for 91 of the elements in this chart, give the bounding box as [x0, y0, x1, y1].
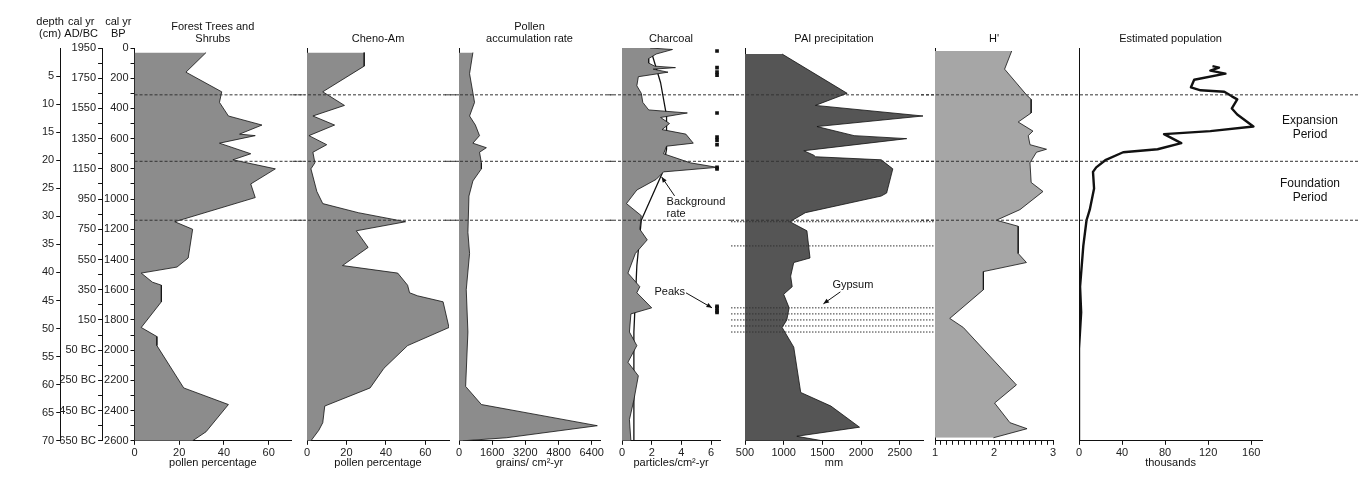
- x-tick-label: 0: [131, 446, 138, 459]
- x-tick-label: 40: [379, 446, 393, 459]
- y-axis-title: cal yr BP: [105, 14, 132, 39]
- y3-tick-label: 40: [41, 265, 55, 278]
- x-tick-label: 20: [340, 446, 353, 459]
- y2-tick-label: 1750: [71, 71, 97, 84]
- chart-title: H': [988, 31, 1000, 44]
- chart-title: PAI precipitation: [794, 31, 874, 44]
- x-tick-label: 60: [419, 446, 432, 459]
- y2-tick-label: 150: [77, 312, 97, 325]
- text: Expansion Period: [1281, 113, 1339, 142]
- y2-tick-label: 450 BC: [59, 403, 97, 416]
- y2-tick-label: 1550: [71, 101, 97, 114]
- y-tick-label: 0: [122, 41, 129, 54]
- y2-tick-label: 350: [77, 282, 97, 295]
- y3-tick-label: 35: [41, 237, 55, 250]
- y3-tick-label: 65: [41, 405, 55, 418]
- y2-axis-title: cal yr AD/BC: [64, 14, 99, 39]
- y-tick-label: 2400: [104, 403, 129, 416]
- x-tick-label: 1500: [810, 446, 835, 459]
- y3-tick-label: 10: [41, 97, 55, 110]
- x-tick-label: 60: [262, 446, 275, 459]
- x-tick-label: 0: [455, 446, 463, 459]
- y-tick-label: 1600: [104, 282, 129, 295]
- x-tick-label: 3: [1049, 446, 1057, 459]
- y2-tick-label: 1150: [72, 161, 97, 174]
- x-tick-label: 3200: [513, 446, 538, 459]
- x-axis-title: mm: [824, 456, 844, 469]
- x-tick-label: 2: [648, 446, 655, 459]
- x-tick-label: 2: [990, 446, 998, 459]
- y-tick-label: 1400: [104, 252, 129, 265]
- y-tick-label: 1000: [104, 192, 129, 205]
- y3-axis-title: depth (cm): [36, 14, 64, 39]
- x-axis-title: pollen percentage: [334, 456, 422, 469]
- x-tick-label: 80: [1158, 446, 1172, 459]
- y3-tick-label: 60: [41, 377, 55, 390]
- y2-tick-label: 750: [77, 222, 97, 235]
- x-axis-title: thousands: [1145, 456, 1197, 469]
- x-tick-label: 2500: [887, 446, 913, 459]
- y-tick-label: 2200: [104, 373, 129, 386]
- y3-tick-label: 45: [41, 293, 55, 306]
- y-tick-label: 2000: [104, 343, 129, 356]
- x-tick-label: 1600: [479, 446, 505, 459]
- y-tick-label: 400: [110, 101, 129, 114]
- y-tick-label: 600: [110, 131, 129, 144]
- chart-title: Cheno-Am: [351, 31, 405, 44]
- y3-tick-label: 70: [41, 433, 55, 446]
- x-tick-label: 20: [173, 446, 186, 459]
- y-tick-label: 800: [110, 161, 129, 174]
- x-tick-label: 160: [1242, 446, 1261, 459]
- x-tick-label: 500: [735, 446, 755, 459]
- annotation: Peaks: [654, 285, 686, 298]
- x-tick-label: 6: [708, 446, 715, 459]
- x-axis-title: grains/ cm²-yr: [495, 456, 564, 469]
- y-tick-label: 2600: [104, 433, 129, 446]
- y2-tick-label: 1950: [71, 41, 97, 54]
- annotation: Background rate: [666, 195, 726, 220]
- text: Foundation Period: [1279, 176, 1341, 205]
- y3-tick-label: 5: [48, 69, 55, 82]
- y3-tick-label: 55: [41, 349, 55, 362]
- x-tick-label: 1: [931, 446, 939, 459]
- x-tick-label: 1000: [771, 446, 796, 459]
- annotation: Gypsum: [832, 278, 874, 291]
- x-tick-label: 0: [303, 446, 311, 459]
- x-axis-title: particles/cm²-yr: [633, 456, 709, 469]
- y2-tick-label: 950: [77, 192, 97, 205]
- y2-tick-label: 50 BC: [65, 343, 97, 356]
- chart-title: Estimated population: [1119, 31, 1222, 44]
- y-tick-label: 1200: [104, 222, 129, 235]
- chart-title: Forest Trees and Shrubs: [171, 19, 255, 44]
- x-tick-label: 40: [1115, 446, 1129, 459]
- y3-tick-label: 15: [41, 125, 55, 138]
- chart-title: Pollen accumulation rate: [486, 19, 573, 44]
- x-tick-label: 6400: [579, 446, 604, 459]
- x-tick-label: 40: [217, 446, 231, 459]
- y3-tick-label: 50: [41, 321, 55, 334]
- x-tick-label: 4: [678, 446, 685, 459]
- y2-tick-label: 1350: [71, 131, 97, 144]
- chart-title: Charcoal: [648, 31, 694, 44]
- x-tick-label: 0: [1075, 446, 1083, 459]
- x-tick-label: 2000: [848, 446, 874, 459]
- x-tick-label: 0: [618, 446, 626, 459]
- y3-tick-label: 25: [41, 181, 55, 194]
- y-tick-label: 1800: [104, 312, 129, 325]
- y3-tick-label: 20: [41, 153, 55, 166]
- x-tick-label: 120: [1199, 446, 1218, 459]
- y2-tick-label: 550: [77, 252, 97, 265]
- x-axis-title: pollen percentage: [169, 456, 257, 469]
- y3-tick-label: 30: [41, 209, 55, 222]
- x-tick-label: 4800: [546, 446, 571, 459]
- y-tick-label: 200: [110, 71, 129, 84]
